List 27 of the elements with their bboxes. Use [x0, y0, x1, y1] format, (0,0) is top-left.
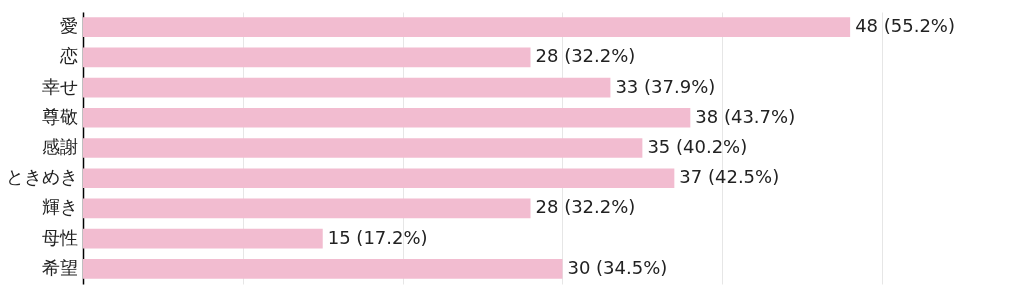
data-label: 48 (55.2%) — [855, 15, 955, 37]
data-label: 15 (17.2%) — [327, 226, 428, 248]
bar — [83, 198, 531, 219]
bar — [83, 259, 563, 279]
y-tick-label: 感謝 — [41, 136, 78, 157]
y-tick-label: 母性 — [41, 226, 78, 248]
data-label: 37 (42.5%) — [679, 166, 780, 188]
bar — [83, 168, 675, 189]
y-tick-label: 幸せ — [41, 75, 78, 97]
data-label: 38 (43.7%) — [695, 105, 796, 127]
bar — [83, 17, 851, 37]
bar — [83, 138, 643, 158]
data-label: 28 (32.2%) — [535, 45, 636, 67]
y-tick-label: 恋 — [58, 45, 78, 67]
bar — [83, 47, 531, 68]
bar — [83, 77, 611, 98]
bar — [83, 107, 691, 128]
y-tick-label: 愛 — [59, 15, 78, 37]
data-label: 30 (34.5%) — [567, 256, 668, 278]
y-tick-label: ときめき — [5, 166, 78, 188]
data-label: 28 (32.2%) — [535, 196, 636, 218]
y-tick-label: 尊敬 — [41, 105, 78, 127]
y-tick-label: 希望 — [41, 256, 78, 278]
data-label: 35 (40.2%) — [647, 136, 748, 157]
bar — [83, 228, 323, 249]
y-tick-label: 輝き — [41, 196, 78, 218]
data-label: 33 (37.9%) — [615, 75, 716, 97]
